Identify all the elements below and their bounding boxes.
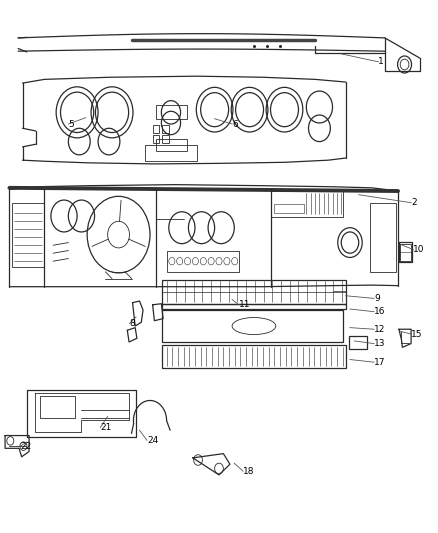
Text: 8: 8	[130, 319, 135, 328]
Text: 12: 12	[374, 325, 385, 334]
Text: 9: 9	[374, 294, 380, 303]
Bar	[12, 203, 44, 266]
Text: 17: 17	[374, 358, 385, 367]
Text: 13: 13	[374, 339, 385, 348]
Bar	[162, 125, 169, 133]
Bar	[152, 135, 159, 143]
Bar	[40, 395, 75, 418]
Text: 10: 10	[413, 245, 425, 254]
Bar	[145, 146, 197, 161]
Bar	[162, 135, 169, 143]
Text: 6: 6	[232, 119, 238, 128]
Bar	[162, 280, 346, 304]
Bar	[155, 139, 187, 151]
Text: 5: 5	[68, 119, 74, 128]
Bar	[274, 204, 304, 213]
Text: 11: 11	[239, 300, 250, 309]
Bar	[349, 336, 367, 349]
Bar	[370, 203, 396, 272]
Bar	[272, 191, 343, 216]
Text: 22: 22	[20, 442, 32, 451]
Text: 24: 24	[147, 436, 158, 445]
Bar	[166, 251, 239, 272]
Text: 21: 21	[100, 423, 112, 432]
Text: 15: 15	[411, 329, 423, 338]
Text: 2: 2	[411, 198, 417, 207]
Bar	[152, 125, 159, 133]
Bar	[162, 310, 343, 342]
Text: 18: 18	[243, 467, 254, 475]
Bar	[155, 106, 187, 119]
Text: 16: 16	[374, 307, 385, 316]
Text: 1: 1	[378, 58, 384, 66]
Bar	[162, 304, 346, 309]
Bar	[162, 345, 346, 368]
